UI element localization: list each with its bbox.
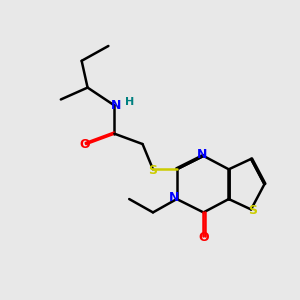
Text: S: S	[248, 204, 257, 218]
Text: N: N	[169, 191, 179, 204]
Text: H: H	[125, 98, 134, 107]
Text: O: O	[198, 231, 209, 244]
Text: N: N	[197, 148, 207, 161]
Text: S: S	[148, 164, 158, 177]
Text: N: N	[111, 99, 121, 112]
Text: O: O	[79, 138, 90, 151]
